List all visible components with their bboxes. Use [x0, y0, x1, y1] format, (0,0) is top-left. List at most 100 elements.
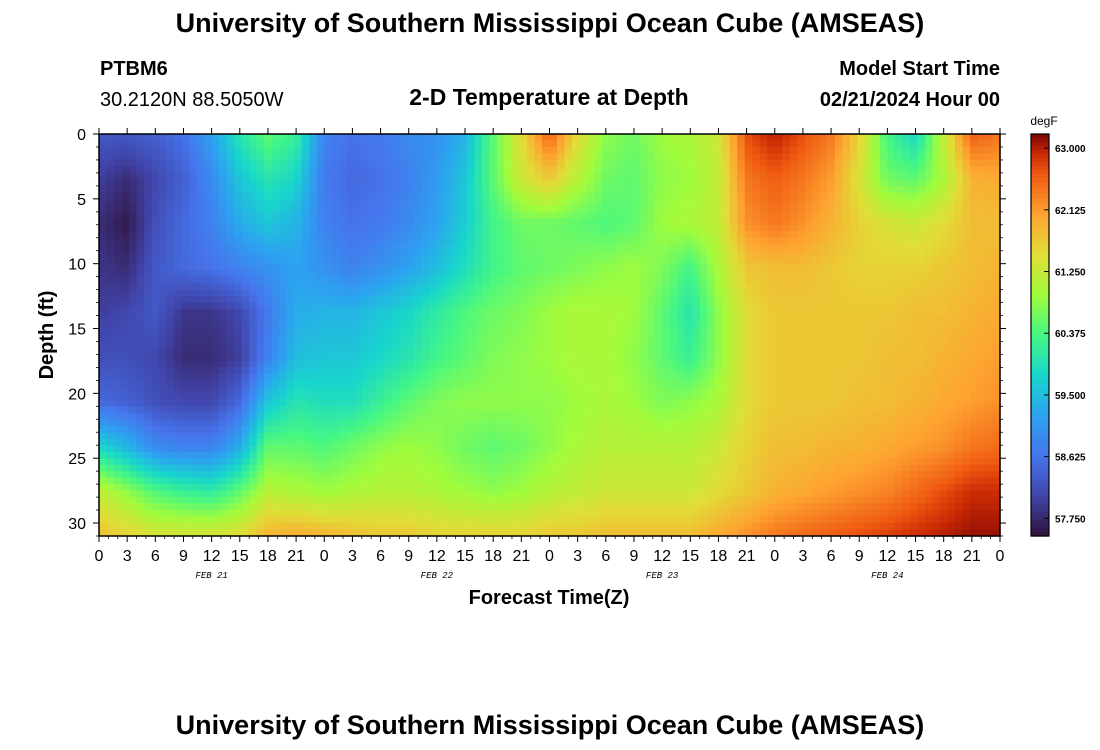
heatmap-cell: [369, 172, 378, 180]
heatmap-cell: [369, 159, 378, 168]
heatmap-cell: [579, 263, 588, 271]
heatmap-cell: [429, 347, 438, 356]
heatmap-cell: [421, 322, 430, 330]
heatmap-cell: [722, 211, 731, 219]
heatmap-cell: [294, 289, 303, 297]
heatmap-cell: [864, 393, 873, 401]
heatmap-cell: [339, 315, 348, 323]
heatmap-cell: [887, 393, 896, 401]
heatmap-cell: [511, 270, 521, 278]
heatmap-cell: [549, 134, 558, 142]
heatmap-cell: [834, 159, 843, 168]
heatmap-cell: [872, 328, 881, 336]
heatmap-cell: [587, 153, 596, 161]
heatmap-cell: [887, 263, 896, 271]
heatmap-cell: [572, 205, 581, 213]
heatmap-cell: [954, 296, 964, 304]
heatmap-cell: [632, 231, 641, 239]
heatmap-cell: [256, 315, 265, 323]
heatmap-cell: [136, 244, 145, 252]
heatmap-cell: [879, 198, 888, 206]
heatmap-cell: [451, 283, 460, 291]
heatmap-cell: [647, 179, 656, 187]
heatmap-cell: [534, 185, 543, 193]
heatmap-cell: [466, 166, 476, 174]
heatmap-cell: [962, 367, 971, 375]
heatmap-cell: [954, 354, 964, 362]
heatmap-cell: [534, 276, 543, 284]
heatmap-cell: [797, 283, 806, 291]
heatmap-cell: [541, 205, 551, 213]
heatmap-cell: [234, 198, 243, 206]
heatmap-cell: [496, 360, 506, 369]
heatmap-cell: [707, 296, 716, 304]
heatmap-cell: [632, 347, 641, 356]
heatmap-cell: [129, 179, 138, 187]
heatmap-cell: [714, 367, 723, 375]
heatmap-cell: [594, 386, 603, 394]
heatmap-cell: [692, 360, 701, 369]
heatmap-cell: [977, 276, 986, 284]
heatmap-cell: [136, 198, 145, 206]
heatmap-cell: [737, 185, 746, 193]
heatmap-cell: [669, 276, 678, 284]
heatmap-cell: [557, 244, 566, 252]
heatmap-cell: [526, 250, 536, 258]
heatmap-cell: [489, 341, 498, 349]
heatmap-cell: [564, 244, 573, 252]
heatmap-cell: [902, 322, 911, 330]
heatmap-cell: [579, 367, 588, 375]
heatmap-cell: [354, 231, 363, 239]
heatmap-cell: [759, 328, 768, 336]
heatmap-cell: [954, 322, 964, 330]
heatmap-cell: [399, 244, 408, 252]
heatmap-cell: [879, 211, 888, 219]
heatmap-cell: [369, 263, 378, 271]
heatmap-cell: [166, 166, 175, 174]
heatmap-cell: [549, 250, 558, 258]
heatmap-cell: [969, 296, 979, 304]
heatmap-cell: [519, 360, 528, 369]
heatmap-cell: [369, 153, 378, 161]
heatmap-cell: [151, 315, 160, 323]
heatmap-cell: [632, 218, 641, 226]
heatmap-cell: [174, 159, 183, 168]
heatmap-cell: [969, 244, 979, 252]
heatmap-cell: [729, 211, 738, 219]
heatmap-cell: [737, 322, 746, 330]
heatmap-cell: [271, 283, 280, 291]
heatmap-cell: [902, 198, 911, 206]
heatmap-cell: [729, 140, 738, 148]
heatmap-cell: [707, 347, 716, 356]
heatmap-cell: [872, 140, 881, 148]
heatmap-cell: [106, 354, 115, 362]
heatmap-cell: [444, 399, 453, 407]
heatmap-cell: [902, 159, 911, 168]
heatmap-cell: [699, 263, 708, 271]
heatmap-cell: [647, 380, 656, 388]
heatmap-cell: [459, 302, 468, 310]
heatmap-cell: [286, 276, 295, 284]
heatmap-cell: [759, 166, 768, 174]
heatmap-cell: [587, 322, 596, 330]
heatmap-cell: [421, 192, 430, 200]
heatmap-cell: [699, 322, 708, 330]
heatmap-cell: [924, 146, 934, 155]
heatmap-cell: [211, 237, 220, 245]
heatmap-cell: [782, 153, 791, 161]
heatmap-cell: [639, 386, 648, 394]
heatmap-cell: [459, 263, 468, 271]
heatmap-cell: [774, 192, 783, 200]
heatmap-cell: [489, 153, 498, 161]
heatmap-cell: [722, 335, 731, 343]
heatmap-cell: [549, 393, 558, 401]
heatmap-cell: [481, 276, 491, 284]
heatmap-cell: [316, 315, 325, 323]
heatmap-cell: [902, 179, 911, 187]
heatmap-cell: [541, 192, 551, 200]
heatmap-cell: [361, 159, 370, 168]
heatmap-cell: [526, 205, 536, 213]
heatmap-cell: [947, 172, 956, 180]
heatmap-cell: [181, 237, 190, 245]
heatmap-cell: [767, 159, 776, 168]
